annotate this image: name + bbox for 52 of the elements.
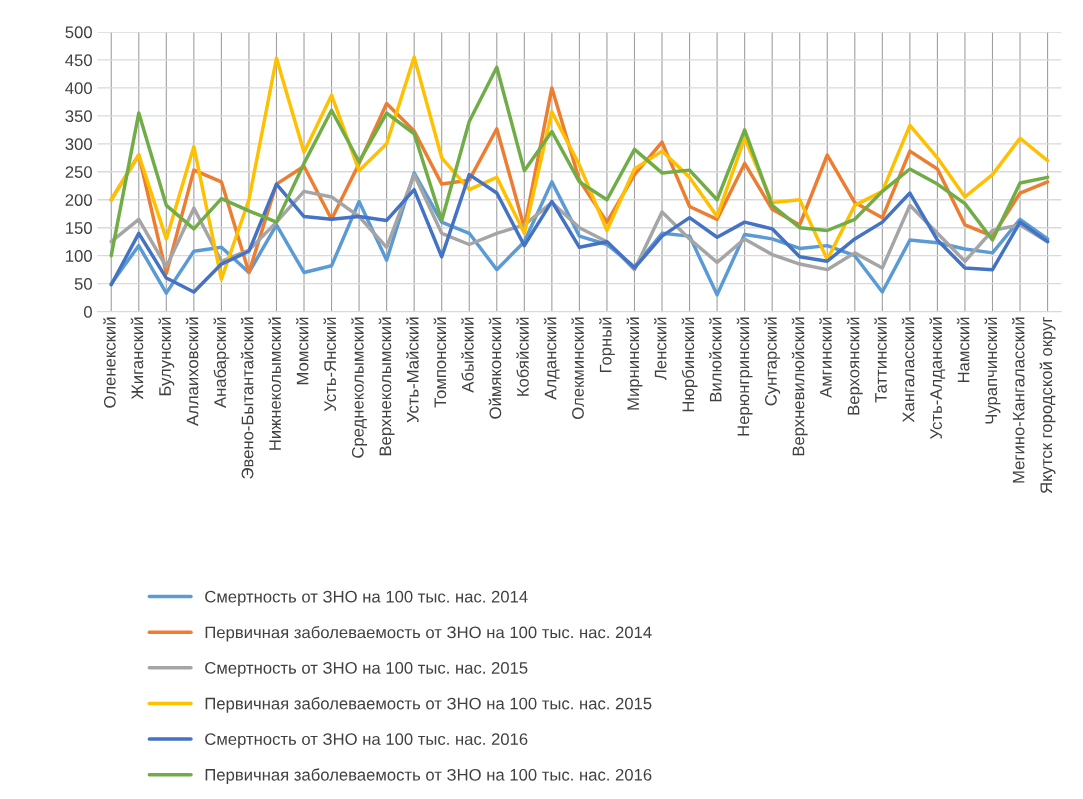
x-tick-label: Якутск городской округ — [1039, 316, 1056, 494]
x-tick-label: Кобяйский — [516, 317, 529, 396]
y-tick-label: 450 — [65, 54, 92, 67]
x-tick-label: Верхневилюйский — [791, 317, 808, 456]
x-tick-label: Булунский — [158, 317, 175, 396]
x-tick-label: Горный — [599, 317, 615, 373]
legend-label: Первичная заболеваемость от ЗНО на 100 тыс. нас. 2015 — [205, 697, 652, 713]
x-tick-label: Нижнеколымский — [268, 317, 281, 450]
x-tick-label: Хангаласский — [901, 317, 915, 423]
x-tick-label: Абыйский — [461, 317, 474, 393]
x-tick-label: Жиганский — [130, 317, 144, 400]
y-tick-label: 200 — [65, 194, 92, 206]
x-tick-label: Олекминский — [571, 317, 584, 419]
x-tick-label: Мирнинский — [626, 317, 643, 410]
x-tick-label: Нюрбинский — [681, 317, 698, 412]
x-tick-label: Усть-Алданский — [929, 317, 946, 439]
x-tick-label: Томпонский — [433, 317, 447, 408]
x-tick-label: Оймяконский — [488, 317, 502, 419]
x-tick-label: Эвено-Бытантайский — [240, 317, 254, 479]
x-tick-label: Анабарский — [213, 317, 230, 408]
legend-label: Смертность от ЗНО на 100 тыс. нас. 2015 — [205, 662, 528, 678]
x-tick-label: Таттинский — [874, 317, 887, 403]
legend-label: Смертность от ЗНО на 100 тыс. нас. 2014 — [205, 590, 528, 606]
y-tick-label: 50 — [74, 278, 92, 290]
x-tick-label: Момский — [295, 317, 309, 385]
x-tick-label: Чурапчинский — [984, 317, 1001, 424]
x-tick-label: Среднеколымский — [351, 317, 368, 458]
x-tick-label: Ленский — [653, 317, 667, 380]
y-tick-label: 300 — [65, 138, 92, 151]
y-tick-label: 0 — [83, 306, 92, 318]
x-tick-label: Мегино-Кангаласский — [1011, 317, 1025, 483]
y-tick-label: 500 — [65, 26, 92, 39]
y-tick-label: 400 — [65, 82, 92, 95]
legend-label: Первичная заболеваемость от ЗНО на 100 тыс. нас. 2014 — [205, 625, 652, 642]
x-tick-label: Верхоянский — [846, 317, 863, 415]
x-tick-label: Амгинский — [819, 317, 832, 398]
x-tick-label: Оленекский — [103, 317, 116, 408]
y-tick-label: 350 — [65, 110, 92, 123]
x-tick-label: Верхнеколымский — [378, 317, 395, 456]
x-tick-label: Алданский — [543, 317, 560, 400]
x-tick-label: Нерюнгринский — [736, 317, 753, 436]
y-tick-label: 100 — [66, 250, 92, 262]
x-tick-label: Вилюйский — [709, 317, 722, 402]
x-tick-label: Аллаиховский — [185, 317, 199, 426]
x-tick-label: Сунтарский — [764, 317, 781, 406]
x-tick-label: Усть-Майский — [406, 317, 419, 423]
y-tick-label: 250 — [65, 166, 92, 178]
legend-label: Смертность от ЗНО на 100 тыс. нас. 2016 — [205, 733, 528, 749]
legend-label: Первичная заболеваемость от ЗНО на 100 тыс. нас. 2016 — [205, 768, 652, 784]
x-tick-label: Намский — [956, 317, 970, 383]
y-tick-label: 150 — [66, 222, 92, 234]
x-tick-label: Усть-Янский — [323, 317, 337, 412]
